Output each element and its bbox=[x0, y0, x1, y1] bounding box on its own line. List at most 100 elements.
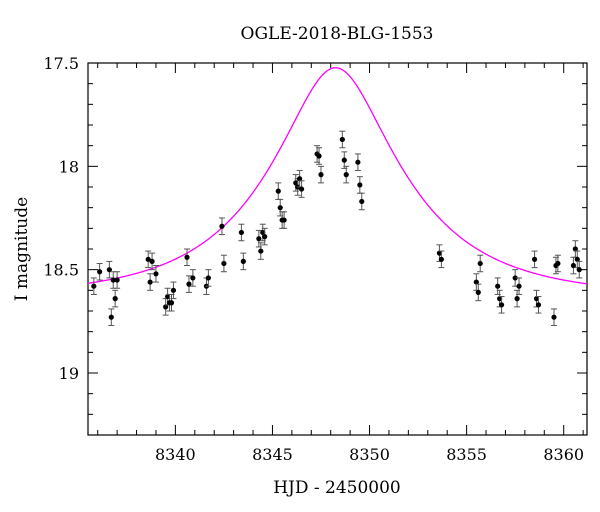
data-marker bbox=[343, 172, 349, 178]
data-point bbox=[261, 227, 268, 246]
data-point bbox=[281, 211, 288, 229]
data-marker bbox=[357, 182, 363, 188]
data-marker bbox=[153, 271, 159, 277]
data-marker bbox=[221, 260, 227, 267]
data-point bbox=[240, 252, 247, 271]
data-point bbox=[317, 165, 324, 184]
data-point bbox=[339, 130, 346, 149]
data-marker bbox=[184, 254, 190, 260]
data-marker bbox=[475, 289, 481, 295]
y-tick-labels: 17.5 18 18.5 19 bbox=[43, 54, 79, 383]
data-point bbox=[358, 192, 365, 211]
data-point bbox=[220, 254, 227, 273]
data-marker bbox=[168, 300, 175, 306]
data-marker bbox=[219, 223, 225, 229]
data-point bbox=[185, 275, 192, 293]
data-point bbox=[343, 165, 350, 184]
data-marker bbox=[436, 250, 443, 256]
data-marker bbox=[106, 267, 112, 273]
data-point bbox=[576, 260, 583, 279]
data-point bbox=[516, 277, 523, 295]
data-marker bbox=[438, 256, 444, 262]
data-marker bbox=[298, 186, 305, 192]
data-marker bbox=[238, 229, 244, 236]
y-tick-label: 18.5 bbox=[43, 261, 79, 280]
data-marker bbox=[275, 188, 281, 194]
data-marker bbox=[281, 217, 287, 223]
data-marker bbox=[262, 234, 268, 240]
y-tick-label: 19 bbox=[59, 364, 79, 383]
data-point bbox=[106, 260, 113, 279]
data-marker bbox=[359, 198, 365, 205]
data-marker bbox=[163, 304, 169, 310]
data-marker bbox=[533, 296, 540, 302]
data-marker bbox=[535, 302, 542, 308]
data-points bbox=[90, 130, 583, 326]
data-marker bbox=[341, 157, 347, 163]
data-point bbox=[112, 289, 119, 308]
data-marker bbox=[516, 283, 522, 289]
data-marker bbox=[572, 246, 578, 252]
data-point bbox=[554, 254, 561, 273]
data-marker bbox=[473, 279, 479, 285]
data-point bbox=[356, 176, 363, 194]
data-point bbox=[255, 229, 262, 248]
data-point bbox=[275, 182, 282, 200]
data-marker bbox=[91, 283, 97, 289]
data-point bbox=[514, 289, 521, 308]
data-marker bbox=[112, 296, 118, 302]
data-marker bbox=[531, 256, 538, 262]
data-point bbox=[238, 223, 245, 242]
data-marker bbox=[170, 287, 177, 293]
data-marker bbox=[110, 277, 116, 283]
data-point bbox=[147, 273, 154, 291]
minor-ticks bbox=[88, 63, 587, 436]
data-marker bbox=[277, 205, 283, 211]
data-point bbox=[438, 250, 445, 269]
data-marker bbox=[165, 293, 171, 300]
data-point bbox=[96, 262, 103, 281]
data-marker bbox=[186, 281, 192, 287]
data-point bbox=[477, 254, 484, 273]
data-marker bbox=[149, 258, 155, 264]
data-point bbox=[298, 180, 305, 198]
data-marker bbox=[145, 256, 151, 262]
data-point bbox=[498, 296, 505, 314]
y-tick-label: 18 bbox=[59, 157, 79, 176]
data-marker bbox=[477, 260, 483, 267]
data-marker bbox=[114, 277, 120, 283]
x-axis-label: HJD - 2450000 bbox=[273, 478, 401, 498]
major-ticks bbox=[88, 62, 587, 435]
x-tick-label: 8355 bbox=[446, 445, 487, 464]
data-point bbox=[531, 250, 538, 269]
data-marker bbox=[555, 260, 561, 267]
data-marker bbox=[497, 296, 503, 302]
data-marker bbox=[260, 229, 266, 236]
data-point bbox=[535, 296, 542, 314]
data-marker bbox=[293, 180, 299, 186]
data-marker bbox=[205, 275, 211, 281]
data-point bbox=[184, 248, 191, 267]
data-marker bbox=[355, 159, 361, 165]
data-marker bbox=[318, 172, 324, 178]
data-marker bbox=[297, 176, 303, 182]
x-tick-label: 8340 bbox=[155, 445, 196, 464]
data-point bbox=[218, 217, 225, 236]
y-axis-label: I magnitude bbox=[12, 197, 32, 301]
plot-border bbox=[87, 62, 588, 436]
data-point bbox=[189, 269, 196, 287]
data-marker bbox=[512, 275, 518, 281]
data-point bbox=[354, 153, 361, 171]
data-point bbox=[152, 265, 159, 283]
data-point bbox=[170, 281, 177, 300]
data-marker bbox=[574, 256, 580, 262]
data-point bbox=[341, 151, 348, 169]
x-tick-label: 8360 bbox=[543, 445, 584, 464]
data-marker bbox=[498, 302, 505, 308]
data-marker bbox=[256, 236, 262, 242]
data-point bbox=[475, 283, 482, 302]
data-marker bbox=[339, 136, 345, 143]
data-point bbox=[257, 242, 264, 260]
x-tick-label: 8350 bbox=[349, 445, 390, 464]
data-marker bbox=[97, 269, 103, 275]
